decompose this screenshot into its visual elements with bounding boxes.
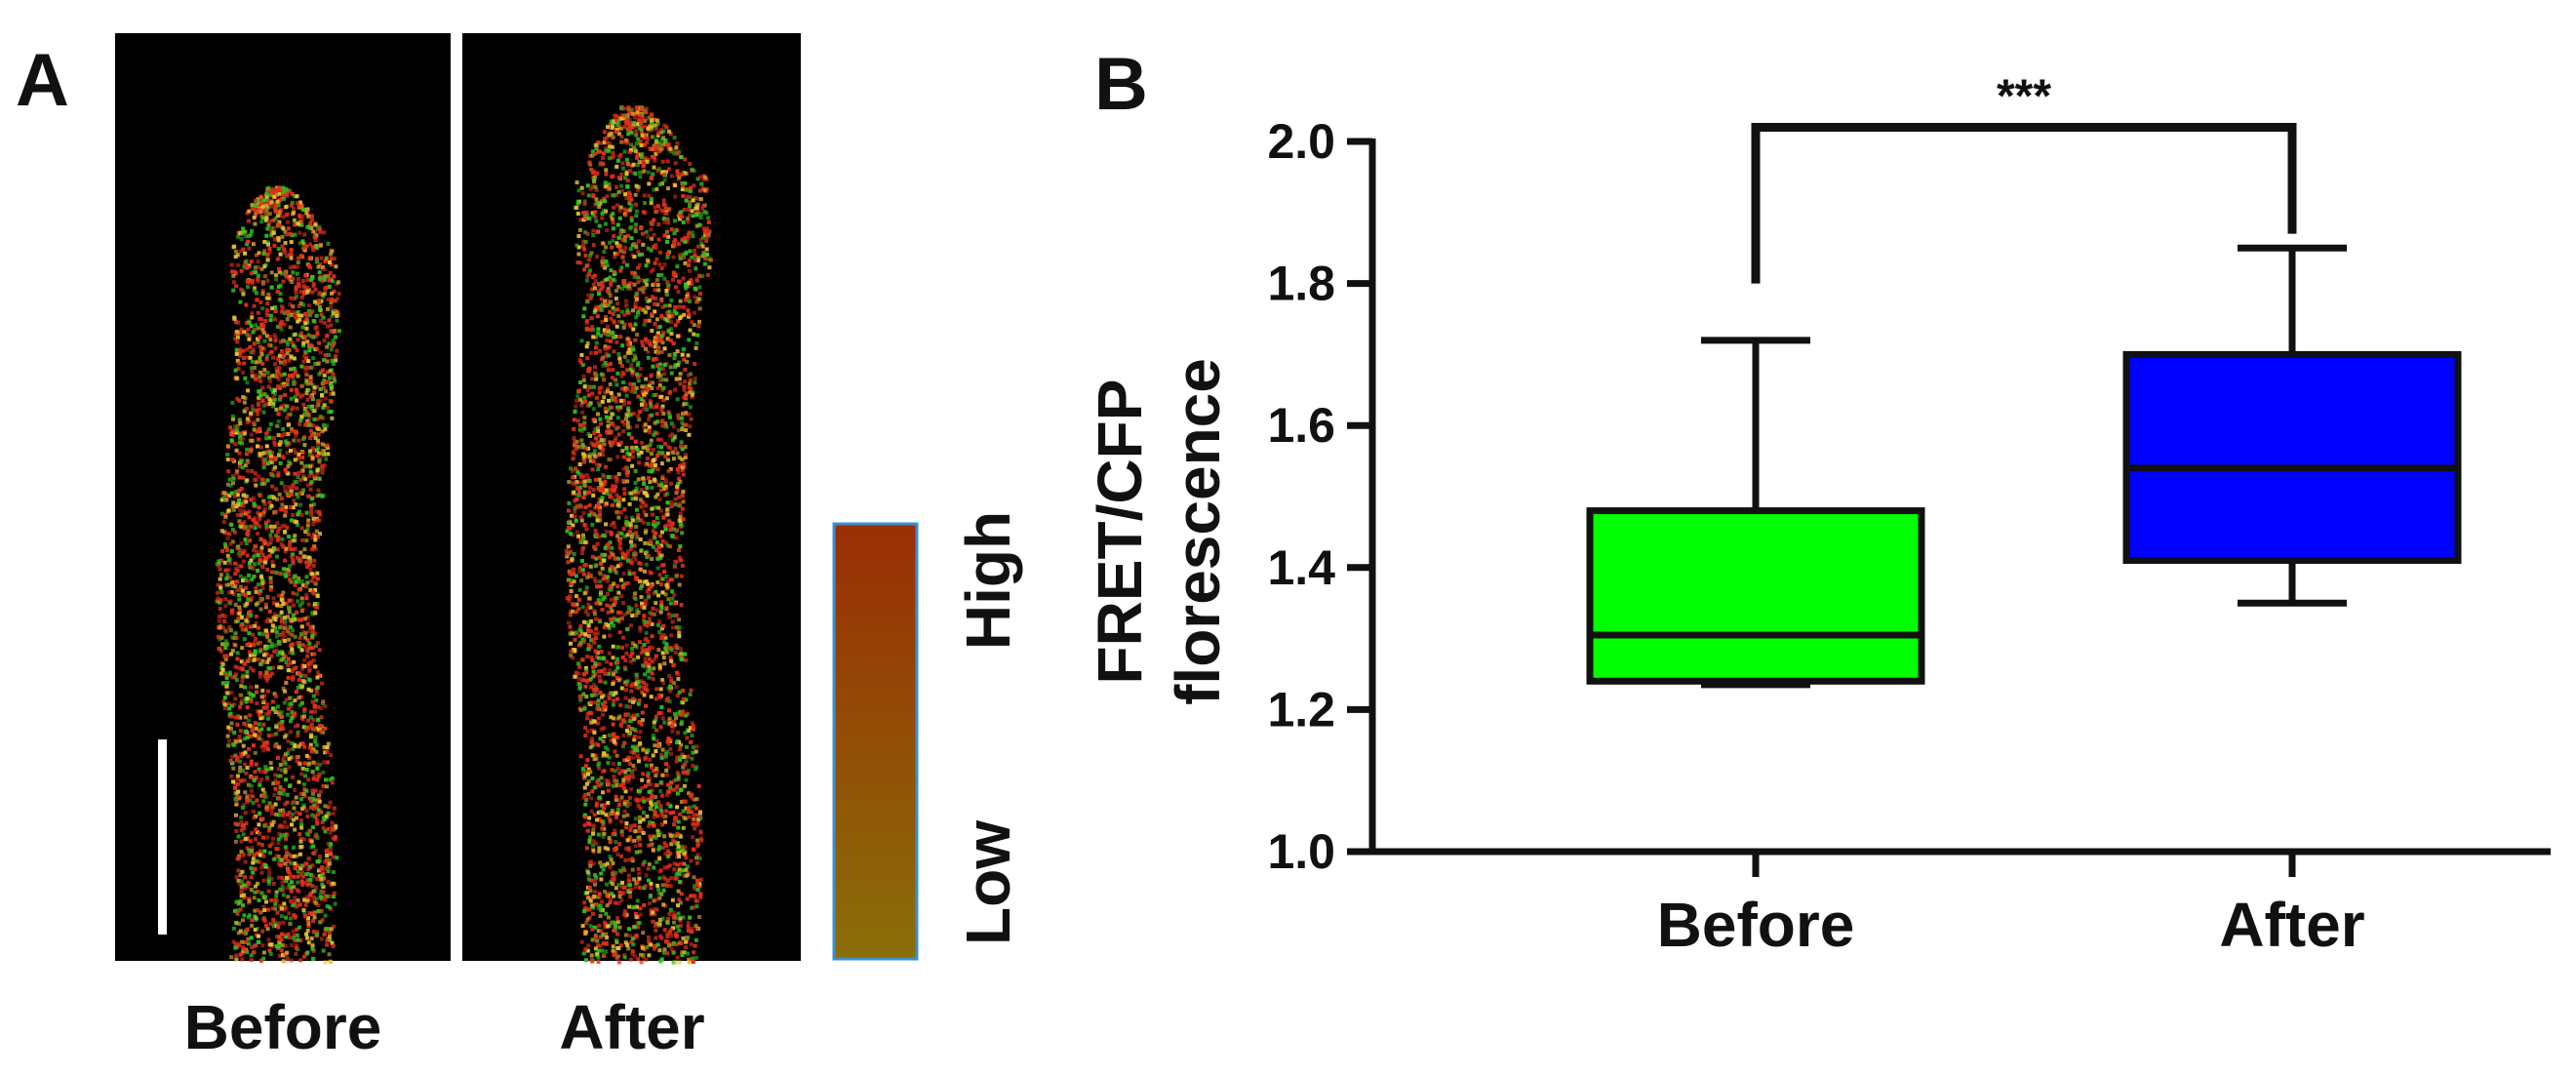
colorbar bbox=[834, 524, 917, 959]
iqr-box bbox=[2126, 354, 2458, 560]
image-label-before: Before bbox=[184, 992, 382, 1062]
significance-bracket bbox=[1756, 127, 2292, 283]
y-tick-label: 1.4 bbox=[1267, 540, 1335, 595]
x-tick-label: After bbox=[2219, 890, 2364, 960]
panel-b-label: B bbox=[1094, 43, 1148, 126]
y-tick-label: 1.2 bbox=[1267, 682, 1335, 737]
panel-a-label: A bbox=[16, 39, 69, 122]
image-label-after: After bbox=[559, 992, 704, 1062]
iqr-box bbox=[1590, 511, 1922, 682]
y-tick-label: 2.0 bbox=[1267, 114, 1335, 169]
y-tick-label: 1.8 bbox=[1267, 257, 1335, 311]
y-tick-label: 1.6 bbox=[1267, 398, 1335, 453]
x-tick-label: Before bbox=[1657, 890, 1855, 960]
y-tick-label: 1.0 bbox=[1267, 824, 1335, 879]
micrograph-before bbox=[115, 33, 451, 964]
colorbar-high-label: High bbox=[953, 511, 1023, 650]
scale-bar bbox=[158, 739, 167, 935]
y-axis-label-line2: florescence bbox=[1163, 358, 1233, 705]
box-before bbox=[1590, 340, 1922, 685]
box-plot: 1.0 1.2 1.4 1.6 1.8 2.0 Before After *** bbox=[1267, 70, 2551, 960]
significance-label: *** bbox=[1997, 70, 2051, 122]
colorbar-low-label: Low bbox=[953, 820, 1023, 945]
micrograph-after bbox=[462, 33, 801, 965]
box-after bbox=[2126, 248, 2458, 603]
y-axis-label-line1: FRET/CFP bbox=[1085, 379, 1155, 685]
